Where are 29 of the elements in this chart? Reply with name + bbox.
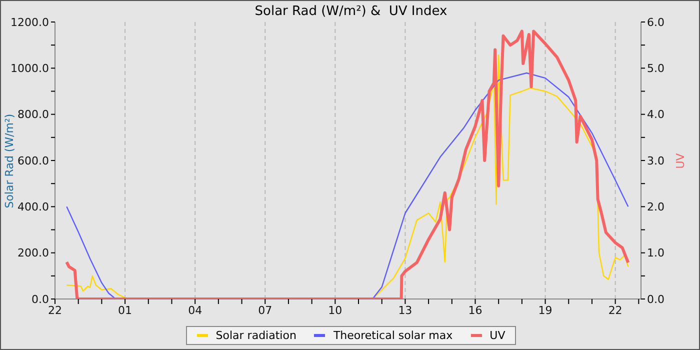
y-tick-label: 800.0 <box>18 108 49 122</box>
y-tick-label: 200.0 <box>18 246 49 260</box>
legend-label: Theoretical solar max <box>333 329 453 342</box>
y2-tick-label: 2.0 <box>647 200 664 214</box>
x-tick-label: 19 <box>538 304 552 317</box>
x-tick-label: 22 <box>608 304 622 317</box>
y2-tick-label: 5.0 <box>647 62 664 76</box>
y2-tick-label: 0.0 <box>647 292 664 306</box>
y-tick-label: 1200.0 <box>10 16 49 29</box>
y2-tick-label: 1.0 <box>647 246 664 260</box>
y-tick-label: 400.0 <box>18 200 49 214</box>
x-tick-label: 13 <box>398 304 412 317</box>
y-tick-label: 0.0 <box>32 292 49 306</box>
y-tick-label: 600.0 <box>18 154 49 168</box>
x-tick-label: 01 <box>118 304 132 317</box>
legend-label: Solar radiation <box>216 329 296 342</box>
x-tick-label: 10 <box>328 304 342 317</box>
y2-axis-title: UV <box>674 152 687 169</box>
y2-tick-label: 6.0 <box>647 16 664 29</box>
legend-label: UV <box>490 329 506 342</box>
chart-title: Solar Rad (W/m²) & UV Index <box>254 4 448 19</box>
y-axis-title: Solar Rad (W/m²) <box>3 114 16 208</box>
y2-tick-label: 3.0 <box>647 154 664 168</box>
y-tick-label: 1000.0 <box>10 62 49 76</box>
x-tick-label: 16 <box>468 304 482 317</box>
x-tick-label: 07 <box>258 304 272 317</box>
x-tick-label: 22 <box>48 304 62 317</box>
y2-tick-label: 4.0 <box>647 108 664 122</box>
x-tick-label: 04 <box>188 304 202 317</box>
